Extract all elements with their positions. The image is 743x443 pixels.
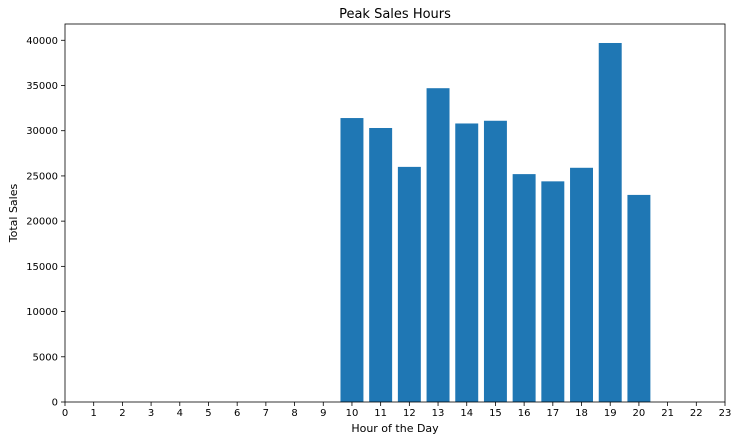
x-tick-label: 15 xyxy=(489,408,502,419)
bar-hour-10 xyxy=(340,118,364,402)
y-axis: 0 5000 10000 15000 20000 25000 30000 35000 40000 xyxy=(26,36,65,409)
x-tick-label: 0 xyxy=(62,408,68,419)
x-tick-label: 10 xyxy=(346,408,359,419)
x-tick-label: 20 xyxy=(633,408,646,419)
x-axis: 0 1 2 3 4 5 6 7 8 9 10 11 12 13 14 15 16 17 18 19 20 21 22 23 xyxy=(62,402,732,419)
x-tick-label: 18 xyxy=(575,408,588,419)
bar-hour-15 xyxy=(483,120,507,402)
x-tick-label: 5 xyxy=(205,408,211,419)
x-tick-label: 21 xyxy=(661,408,674,419)
bars-group xyxy=(340,42,651,403)
y-tick-label: 10000 xyxy=(26,307,58,318)
bar-hour-14 xyxy=(455,123,479,402)
y-tick-label: 30000 xyxy=(26,126,58,137)
y-tick-label: 0 xyxy=(52,398,58,409)
x-tick-label: 4 xyxy=(177,408,183,419)
x-tick-label: 13 xyxy=(432,408,445,419)
bar-hour-20 xyxy=(627,194,651,402)
y-tick-label: 20000 xyxy=(26,217,58,228)
bar-hour-18 xyxy=(570,167,593,402)
x-tick-label: 23 xyxy=(719,408,732,419)
x-tick-label: 14 xyxy=(460,408,473,419)
x-tick-label: 16 xyxy=(518,408,531,419)
y-tick-label: 15000 xyxy=(26,262,58,273)
bar-hour-19 xyxy=(598,42,622,403)
y-tick-label: 25000 xyxy=(26,171,58,182)
x-tick-label: 7 xyxy=(263,408,269,419)
x-tick-label: 1 xyxy=(91,408,97,419)
x-tick-label: 8 xyxy=(291,408,297,419)
bar-hour-16 xyxy=(512,174,536,402)
bar-hour-13 xyxy=(426,88,450,402)
y-tick-label: 5000 xyxy=(33,352,58,363)
bar-hour-11 xyxy=(369,127,393,403)
x-tick-label: 11 xyxy=(374,408,387,419)
x-axis-label: Hour of the Day xyxy=(351,422,439,435)
bar-hour-17 xyxy=(541,181,565,402)
x-tick-label: 19 xyxy=(604,408,617,419)
x-tick-label: 2 xyxy=(119,408,125,419)
y-tick-label: 40000 xyxy=(26,36,58,47)
y-tick-label: 35000 xyxy=(26,81,58,92)
plot-frame xyxy=(64,23,726,403)
x-tick-label: 9 xyxy=(320,408,326,419)
x-tick-label: 6 xyxy=(234,408,240,419)
y-axis-label: Total Sales xyxy=(7,184,20,244)
x-tick-label: 22 xyxy=(690,408,703,419)
x-tick-label: 12 xyxy=(403,408,416,419)
x-tick-label: 3 xyxy=(148,408,154,419)
bar-hour-12 xyxy=(397,166,421,402)
x-tick-label: 17 xyxy=(546,408,559,419)
chart-title: Peak Sales Hours xyxy=(339,7,451,22)
